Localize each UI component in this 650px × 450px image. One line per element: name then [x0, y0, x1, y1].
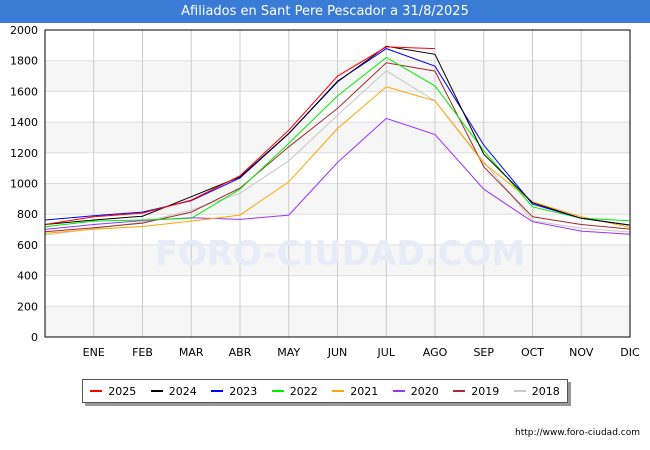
legend-swatch	[513, 390, 526, 392]
legend-label: 2018	[531, 384, 560, 398]
x-tick-label: OCT	[521, 346, 544, 359]
x-tick-label: FEB	[132, 346, 153, 359]
legend-item-2020: 2020	[392, 384, 439, 398]
x-tick-label: AGO	[423, 346, 448, 359]
series-line-2021	[44, 86, 631, 234]
series-line-2024	[44, 45, 631, 226]
legend-item-2018: 2018	[513, 384, 560, 398]
series-line-2020	[44, 117, 631, 235]
legend-item-2025: 2025	[90, 385, 136, 398]
y-tick-label: 1400	[10, 116, 38, 129]
y-tick-label: 1600	[10, 85, 38, 98]
x-tick-label: NOV	[569, 346, 594, 359]
series-line-2025	[44, 46, 436, 225]
y-tick-label: 600	[17, 239, 38, 252]
legend-item-2022: 2022	[271, 384, 318, 398]
legend-label: 2019	[471, 384, 500, 398]
plot-border	[44, 29, 631, 338]
legend-swatch	[332, 390, 345, 392]
legend-swatch	[90, 390, 103, 392]
legend-label: 2021	[350, 384, 379, 398]
legend-label: 2024	[168, 384, 197, 398]
legend-label: 2022	[289, 384, 318, 398]
legend-swatch	[150, 390, 163, 392]
y-tick-label: 800	[17, 208, 38, 221]
legend-swatch	[271, 390, 284, 392]
legend-item-2019: 2019	[453, 385, 499, 398]
legend-item-2023: 2023	[211, 385, 257, 398]
legend-swatch	[392, 390, 405, 392]
legend: 2025 2024 2023 2022 2021 2020 2019 2018	[82, 379, 568, 403]
x-tick-label: JUN	[327, 346, 348, 359]
x-tick-label: ABR	[229, 346, 252, 359]
y-tick-label: 200	[17, 300, 38, 313]
y-tick-label: 1000	[10, 178, 38, 191]
chart-title: Afiliados en Sant Pere Pescador a 31/8/2…	[0, 0, 650, 23]
x-tick-label: DIC	[620, 346, 640, 359]
y-tick-label: 2000	[10, 24, 38, 37]
source-url: http://www.foro-ciudad.com	[515, 428, 640, 438]
watermark: FORO-CIUDAD.COM	[155, 234, 526, 274]
legend-label: 2025	[108, 384, 137, 398]
series-line-2022	[44, 56, 631, 228]
series-line-2019	[44, 62, 631, 233]
series-line-2023	[44, 48, 631, 226]
y-tick-label: 0	[31, 331, 38, 344]
legend-item-2024: 2024	[150, 384, 197, 398]
x-tick-label: JUL	[377, 346, 396, 359]
y-tick-label: 400	[17, 270, 38, 283]
legend-swatch	[211, 390, 224, 392]
series-line-2018	[44, 70, 631, 236]
x-tick-label: SEP	[473, 346, 494, 359]
legend-swatch	[453, 390, 466, 392]
y-tick-label: 1200	[10, 147, 38, 160]
x-tick-label: ENE	[83, 346, 105, 359]
x-tick-label: MAY	[277, 346, 300, 359]
legend-label: 2020	[410, 384, 439, 398]
legend-item-2021: 2021	[332, 385, 378, 398]
x-tick-label: MAR	[179, 346, 204, 359]
legend-label: 2023	[229, 384, 258, 398]
y-tick-label: 1800	[10, 55, 38, 68]
